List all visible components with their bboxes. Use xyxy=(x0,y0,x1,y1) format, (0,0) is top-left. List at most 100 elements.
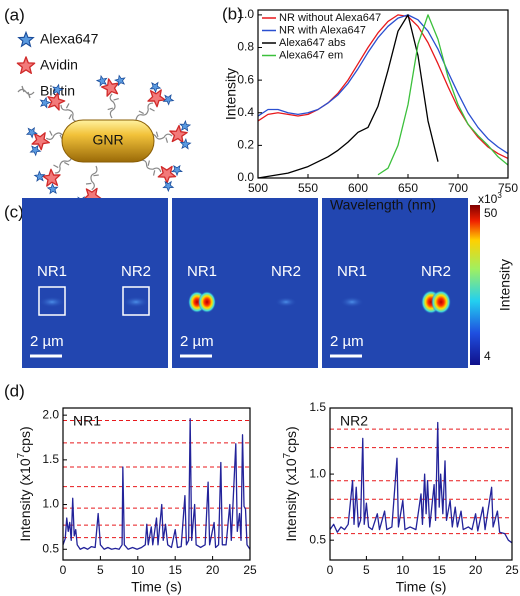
panel-label: (a) xyxy=(4,5,25,24)
x-tick-label: 700 xyxy=(448,181,468,195)
multiplier: x10 xyxy=(478,192,498,206)
roi-box xyxy=(122,286,150,316)
legend-label: Alexa647 abs xyxy=(279,37,346,49)
y-tick-label: 0.4 xyxy=(237,105,254,119)
trace-label: NR1 xyxy=(73,413,101,429)
nr-label: NR1 xyxy=(187,263,217,280)
avidin-icon xyxy=(16,56,36,75)
y-tick-label: 1.0 xyxy=(42,497,59,511)
y-tick-label: 0.2 xyxy=(237,138,254,152)
x-tick-label: 0 xyxy=(60,563,67,577)
nr-label: NR1 xyxy=(337,263,367,280)
alexa-icon xyxy=(18,31,34,47)
y-tick-label: 1.5 xyxy=(42,452,59,466)
image-panel: NR1 NR2 2 µm xyxy=(322,198,468,368)
x-tick-label: 550 xyxy=(298,181,318,195)
image-background xyxy=(22,198,168,368)
panel-label: (c) xyxy=(4,202,24,221)
x-tick-label: 600 xyxy=(348,181,368,195)
panel-label: (d) xyxy=(4,381,25,400)
biotin-icon xyxy=(17,85,35,99)
spot xyxy=(275,297,297,307)
x-tick-label: 20 xyxy=(206,563,220,577)
y-tick-label: 1.0 xyxy=(309,466,326,480)
colorbar-label: Intensity xyxy=(497,259,513,311)
plot-frame xyxy=(329,407,513,561)
panel-c: x103 50 4 Intensity NR1 NR2 2 µm NR1 NR2 2 µm… xyxy=(22,191,513,368)
y-label-unit: cps) xyxy=(17,426,33,452)
y-tick-label: 0.8 xyxy=(237,40,254,54)
y-tick-label: 1.5 xyxy=(309,400,326,414)
colorbar-min: 4 xyxy=(484,349,491,363)
gold-nanorod xyxy=(61,119,155,163)
colorbar-multiplier: x103 xyxy=(478,191,502,206)
panel-label: (b) xyxy=(222,4,243,23)
x-tick-label: 10 xyxy=(131,563,145,577)
x-tick-label: 5 xyxy=(363,563,370,577)
x-tick-label: 10 xyxy=(396,563,410,577)
x-axis-label: Time (s) xyxy=(131,579,182,595)
x-axis-label: Time (s) xyxy=(396,579,447,595)
spot xyxy=(39,296,65,308)
data-line xyxy=(329,421,513,544)
y-label-exponent: 7 xyxy=(282,452,293,458)
scale-bar-label: 2 µm xyxy=(330,333,364,350)
nr-label: NR1 xyxy=(37,263,67,280)
y-axis-label: Intensity (x107cps) xyxy=(282,426,299,541)
legend-label: NR with Alexa647 xyxy=(279,24,366,36)
x-tick-label: 20 xyxy=(469,563,483,577)
data-line xyxy=(257,14,439,179)
plot-frame xyxy=(257,9,509,179)
colorbar-max: 50 xyxy=(484,206,498,220)
x-tick-label: 15 xyxy=(433,563,447,577)
spot xyxy=(431,290,451,314)
nr-label: NR2 xyxy=(121,263,151,280)
colorbar xyxy=(470,205,480,365)
spot xyxy=(198,291,216,313)
x-tick-label: 15 xyxy=(169,563,183,577)
roi-box xyxy=(38,286,66,316)
x-tick-label: 750 xyxy=(498,181,518,195)
x-axis-label: Wavelength (nm) xyxy=(330,197,436,213)
x-tick-label: 0 xyxy=(327,563,334,577)
image-panel: NR1 NR2 2 µm xyxy=(22,198,168,368)
legend-label: Avidin xyxy=(40,57,78,73)
x-tick-label: 25 xyxy=(505,563,519,577)
rod-label: GNR xyxy=(92,132,123,148)
legend-label: NR without Alexa647 xyxy=(279,12,381,24)
nr-label: NR2 xyxy=(271,263,301,280)
scale-bar-label: 2 µm xyxy=(180,333,214,350)
y-tick-label: 0.5 xyxy=(42,541,59,555)
spot xyxy=(123,296,149,308)
legend-label: Alexa647 em xyxy=(279,49,343,61)
y-tick-label: 0.5 xyxy=(309,532,326,546)
y-label-exponent: 7 xyxy=(16,452,27,458)
y-label-text: Intensity (x10 xyxy=(17,458,33,541)
data-line xyxy=(257,14,509,155)
y-tick-label: 2.0 xyxy=(42,407,59,421)
x-tick-label: 5 xyxy=(97,563,104,577)
x-tick-label: 650 xyxy=(398,181,418,195)
y-tick-label: 0.0 xyxy=(237,170,254,184)
panel-a: (a) Alexa647 Avidin Biotin GNR xyxy=(4,5,192,212)
x-tick-label: 25 xyxy=(243,563,257,577)
image-panel: NR1 NR2 2 µm xyxy=(172,198,318,368)
y-axis-label: Intensity xyxy=(223,68,239,120)
nr-label: NR2 xyxy=(421,263,451,280)
y-tick-label: 1.0 xyxy=(237,7,254,21)
exponent: 3 xyxy=(497,191,502,200)
image-background xyxy=(322,198,468,368)
trace-label: NR2 xyxy=(340,413,368,429)
scale-bar-label: 2 µm xyxy=(30,333,64,350)
y-label-text: Intensity (x10 xyxy=(283,458,299,541)
image-background xyxy=(172,198,318,368)
y-label-unit: cps) xyxy=(283,426,299,452)
data-line xyxy=(377,14,509,176)
x-tick-label: 500 xyxy=(248,181,268,195)
y-axis-label: Intensity (x107cps) xyxy=(16,426,33,541)
plot-frame xyxy=(62,407,251,561)
y-tick-label: 0.6 xyxy=(237,72,254,86)
spot xyxy=(340,296,364,308)
data-line xyxy=(62,418,251,550)
